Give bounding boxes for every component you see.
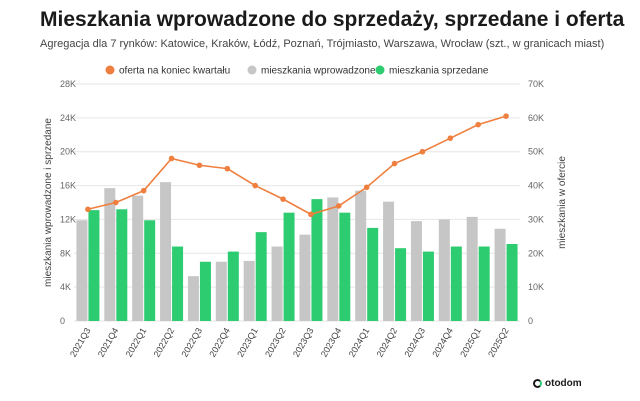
bar-introduced [494,228,506,321]
bar-sold [227,251,239,321]
logo-text: otodom [545,378,582,389]
x-tick-label: 2021Q3 [68,326,93,359]
bar-introduced [76,220,88,321]
offer-point [503,113,509,119]
legend-marker [105,65,115,75]
x-tick-label: 2024Q3 [402,326,427,359]
y-left-tick-label: 12K [60,214,76,224]
legend-label: mieszkania wprowadzone [261,66,376,77]
bar-sold [339,212,351,321]
x-tick-label: 2024Q4 [430,326,455,359]
bar-introduced [132,195,144,321]
bar-introduced [160,182,172,321]
chart-subtitle: Agregacja dla 7 rynków: Katowice, Kraków… [40,38,605,50]
offer-point [336,203,342,209]
y-left-axis-label: mieszkania wprowadzone i sprzedane [43,118,54,287]
x-tick-label: 2023Q4 [319,326,344,359]
bar-introduced [466,216,478,321]
bar-sold [172,246,184,321]
y-right-axis-label: mieszkania w ofercie [557,156,568,249]
x-tick-label: 2022Q3 [179,326,204,359]
y-right-tick-label: 30K [528,214,544,224]
bar-sold [478,246,490,321]
offer-point [196,162,203,169]
bar-sold [506,243,518,321]
bar-sold [199,261,211,321]
bar-sold [283,212,295,321]
offer-point [113,199,119,206]
x-tick-label: 2022Q2 [152,326,177,359]
y-right-tick-label: 0 [528,316,533,326]
offer-point [447,135,454,141]
bar-introduced [327,197,339,321]
offer-point [419,148,426,155]
y-right-tick-label: 60K [528,113,544,123]
legend-label: mieszkania sprzedane [389,66,489,77]
bar-introduced [187,276,199,321]
x-tick-label: 2025Q2 [486,326,511,359]
bar-sold [144,220,156,321]
offer-point [391,160,398,167]
bar-sold [422,251,434,321]
bar-sold [395,248,407,321]
y-right-tick-label: 20K [528,248,544,258]
bar-sold [88,210,100,321]
bar-introduced [383,201,395,321]
chart-title: Mieszkania wprowadzone do sprzedaży, spr… [40,8,625,31]
offer-point [280,196,286,202]
legend-label: oferta na koniec kwartału [119,66,230,77]
x-tick-label: 2024Q2 [375,326,400,359]
y-left-tick-label: 24K [60,113,76,123]
y-left-tick-label: 16K [60,181,76,191]
bar-introduced [410,221,422,321]
x-tick-label: 2023Q1 [235,326,260,359]
bar-introduced [355,190,367,321]
otodom-logo-icon [533,379,542,388]
y-left-tick-label: 28K [60,79,76,89]
x-tick-label: 2022Q1 [124,326,149,359]
y-left-tick-label: 20K [60,147,76,157]
x-tick-label: 2022Q4 [207,326,232,359]
x-tick-label: 2025Q1 [458,326,483,359]
legend-marker [247,65,257,75]
offer-point [363,184,370,191]
offer-point [308,211,314,218]
y-left-tick-label: 8K [60,248,71,258]
y-right-tick-label: 10K [528,282,544,292]
y-left-tick-label: 4K [60,282,71,292]
x-tick-label: 2023Q3 [291,326,316,359]
offer-point [224,165,231,172]
x-tick-label: 2024Q1 [347,326,372,359]
offer-point [140,187,147,194]
x-tick-label: 2021Q4 [96,326,121,359]
bar-introduced [243,260,255,321]
y-right-tick-label: 40K [528,181,544,191]
bar-sold [311,199,323,321]
x-tick-label: 2023Q2 [263,326,288,359]
bar-sold [367,227,379,321]
bar-introduced [271,246,283,321]
bar-sold [255,232,267,321]
offer-point [252,182,258,189]
legend-marker [375,65,385,75]
offer-point [85,206,91,213]
offer-line [87,115,507,216]
bar-sold [450,246,462,321]
bar-introduced [299,234,311,321]
bar-introduced [104,188,116,321]
bar-introduced [438,219,450,321]
otodom-logo: otodom [533,378,582,389]
y-right-tick-label: 50K [528,147,544,157]
y-left-tick-label: 0 [60,316,65,326]
offer-point [168,155,175,162]
offer-point [475,121,481,128]
y-right-tick-label: 70K [528,79,544,89]
bar-sold [116,209,128,321]
bar-introduced [215,261,227,321]
